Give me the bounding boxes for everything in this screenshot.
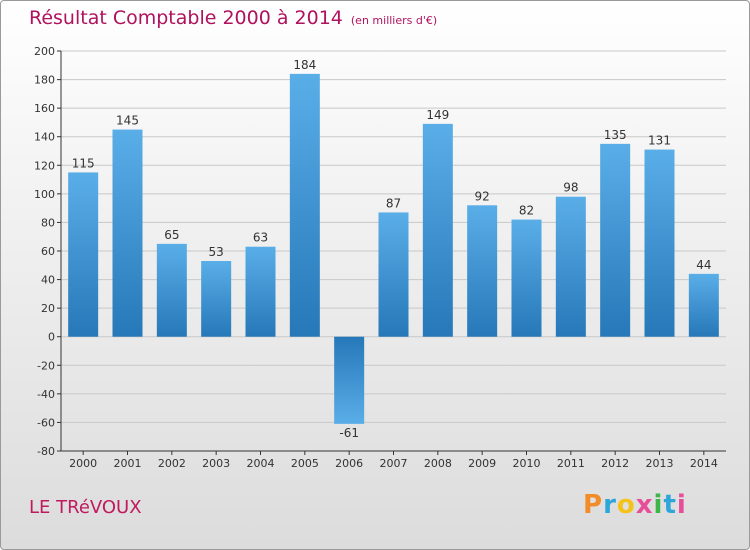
y-tick-label: -20 xyxy=(37,359,55,372)
data-label: 135 xyxy=(604,128,627,142)
x-tick-label: 2010 xyxy=(513,457,541,470)
y-tick-label: 100 xyxy=(34,188,55,201)
x-tick-label: 2001 xyxy=(114,457,142,470)
logo-letter: i xyxy=(653,490,664,520)
x-tick-label: 2009 xyxy=(468,457,496,470)
x-tick-label: 2011 xyxy=(557,457,585,470)
data-label: 131 xyxy=(648,134,671,148)
logo-letter: x xyxy=(635,490,654,520)
y-tick-label: 180 xyxy=(34,74,55,87)
bar-2008 xyxy=(422,123,453,337)
logo-letter: o xyxy=(616,490,636,520)
bar-2004 xyxy=(245,246,276,337)
data-label: 92 xyxy=(475,189,490,203)
title-unit: (en milliers d'€) xyxy=(350,14,438,27)
x-tick-label: 2008 xyxy=(424,457,452,470)
x-tick-label: 2006 xyxy=(335,457,363,470)
x-tick-label: 2012 xyxy=(601,457,629,470)
y-tick-label: 200 xyxy=(34,45,55,58)
x-tick-label: 2003 xyxy=(202,457,230,470)
data-label: 115 xyxy=(72,156,95,170)
data-label: 149 xyxy=(426,108,449,122)
data-labels: 115 145 65 53 63 184 -61 87 149 92 82 98 135 131 44 xyxy=(72,58,712,440)
y-tick-label: 20 xyxy=(41,302,55,315)
y-tick-label: 0 xyxy=(48,331,55,344)
bar-2010 xyxy=(511,219,542,337)
y-tick-label: 40 xyxy=(41,274,55,287)
bar-2003 xyxy=(201,261,232,337)
y-tick-label: -80 xyxy=(37,445,55,458)
bar-2001 xyxy=(112,129,143,337)
data-label: -61 xyxy=(339,426,359,440)
x-tick-label: 2000 xyxy=(69,457,97,470)
chart-title: Résultat Comptable 2000 à 2014 (en millie… xyxy=(29,7,437,29)
data-label: 145 xyxy=(116,114,139,128)
data-label: 44 xyxy=(696,258,711,272)
x-tick-label: 2007 xyxy=(380,457,408,470)
y-tick-label: -60 xyxy=(37,416,55,429)
data-label: 63 xyxy=(253,231,268,245)
city-name: LE TRéVOUX xyxy=(29,497,142,518)
logo-letter: P xyxy=(583,490,604,520)
bar-2007 xyxy=(378,212,409,337)
bar-2005 xyxy=(289,73,320,337)
bar-2009 xyxy=(467,205,498,337)
x-axis-ticks: 2000 2001 2002 2003 2004 2005 2006 2007 2008 2009… xyxy=(69,451,718,470)
logo-letter: t xyxy=(663,490,677,520)
data-label: 82 xyxy=(519,204,534,218)
data-label: 87 xyxy=(386,196,401,210)
y-tick-label: 140 xyxy=(34,131,55,144)
y-tick-label: -40 xyxy=(37,388,55,401)
data-label: 65 xyxy=(164,228,179,242)
bars xyxy=(68,73,719,424)
data-label: 98 xyxy=(563,181,578,195)
x-tick-label: 2004 xyxy=(247,457,275,470)
bar-2006 xyxy=(334,336,365,424)
bar-2013 xyxy=(644,149,675,337)
x-tick-label: 2005 xyxy=(291,457,319,470)
y-tick-label: 60 xyxy=(41,245,55,258)
y-tick-label: 120 xyxy=(34,159,55,172)
title-text: Résultat Comptable 2000 à 2014 xyxy=(29,7,343,29)
logo-letter: i xyxy=(676,490,687,520)
x-tick-label: 2002 xyxy=(158,457,186,470)
bar-2002 xyxy=(156,243,187,337)
bar-2000 xyxy=(68,172,99,337)
x-tick-label: 2014 xyxy=(690,457,718,470)
data-label: 53 xyxy=(209,245,224,259)
bar-2012 xyxy=(600,143,631,337)
bar-2014 xyxy=(688,273,719,337)
data-label: 184 xyxy=(293,58,316,72)
x-tick-label: 2013 xyxy=(646,457,674,470)
y-tick-label: 80 xyxy=(41,216,55,229)
y-tick-label: 160 xyxy=(34,102,55,115)
logo-letter: r xyxy=(603,490,617,520)
proxiti-logo: Proxiti xyxy=(583,490,687,520)
bar-2011 xyxy=(555,196,586,337)
